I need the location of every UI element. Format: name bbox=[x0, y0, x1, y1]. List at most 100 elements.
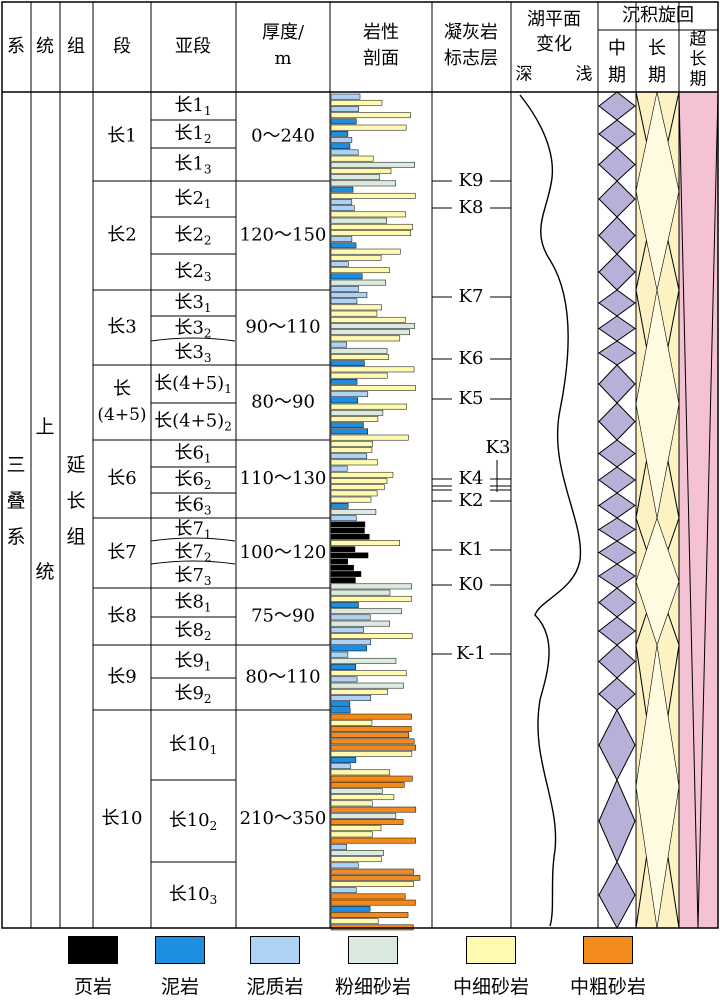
header-super-2: 长 bbox=[690, 50, 707, 70]
header-tuff-2: 标志层 bbox=[444, 48, 498, 69]
lake-level-curve bbox=[519, 94, 582, 927]
legend-label: 页岩 bbox=[73, 976, 112, 998]
mid-cycle-diamond bbox=[598, 147, 636, 182]
lithology-bed bbox=[330, 465, 348, 472]
lithology-bed bbox=[330, 416, 379, 422]
lithology-bed bbox=[330, 354, 389, 360]
mid-cycle-diamond bbox=[598, 492, 636, 519]
header-cycle: 沉积旋回 bbox=[622, 5, 694, 26]
legend-swatch bbox=[583, 936, 633, 964]
legend-label: 中细砂岩 bbox=[452, 976, 529, 998]
system-name-char: 叠 bbox=[6, 490, 25, 512]
lithology-bed bbox=[330, 137, 353, 143]
legend-item: 泥质岩 bbox=[220, 936, 330, 1000]
submember-boundary-wavy bbox=[150, 337, 236, 342]
lithology-bed bbox=[330, 490, 378, 497]
submember-label: 长71 bbox=[174, 519, 211, 542]
lithology-bed bbox=[330, 577, 356, 584]
header-mid-2: 期 bbox=[608, 65, 626, 86]
submember-label: 长81 bbox=[174, 592, 211, 615]
lithology-bed bbox=[330, 447, 373, 453]
lithology-bed bbox=[330, 161, 415, 168]
mid-cycle-diamond bbox=[598, 364, 636, 404]
submember-label: 长63 bbox=[174, 495, 211, 518]
lithology-bed bbox=[330, 552, 369, 559]
lithology-bed bbox=[330, 775, 413, 782]
lithology-bed bbox=[330, 819, 404, 825]
submember-label: 长61 bbox=[174, 443, 211, 466]
lithology-bed bbox=[330, 316, 406, 323]
submember-label: 长91 bbox=[174, 651, 211, 674]
lithology-bed bbox=[330, 112, 411, 119]
lithology-bed bbox=[330, 484, 385, 491]
member-name: 长3 bbox=[107, 317, 136, 338]
tuff-label: K7 bbox=[459, 286, 484, 307]
legend-swatch bbox=[250, 936, 300, 964]
submember-label: 长13 bbox=[174, 154, 211, 177]
legend-label: 粉细砂岩 bbox=[334, 976, 411, 998]
lithology-bed bbox=[330, 230, 412, 236]
legend-item: 中粗砂岩 bbox=[553, 936, 663, 1000]
mid-cycle-diamond bbox=[598, 677, 636, 711]
system-name-char: 系 bbox=[6, 526, 25, 548]
lithology-bed bbox=[330, 298, 358, 305]
lithology-bed bbox=[330, 781, 405, 788]
submember-label: 长33 bbox=[174, 342, 211, 365]
member-name: 长9 bbox=[107, 667, 136, 688]
submember-label: 长92 bbox=[174, 683, 211, 706]
tuff-label: K2 bbox=[459, 490, 484, 511]
lithology-bed bbox=[330, 391, 369, 398]
lithology-bed bbox=[330, 868, 414, 875]
lithology-bed bbox=[330, 242, 357, 249]
lithology-bed bbox=[330, 459, 378, 466]
lithology-bed bbox=[330, 608, 402, 615]
mid-cycle-diamond bbox=[598, 587, 636, 618]
lithology-bed bbox=[330, 199, 353, 205]
header-super: 超 bbox=[690, 30, 707, 50]
lithology-bed bbox=[330, 583, 413, 590]
header-series: 统 bbox=[36, 36, 54, 57]
lithology-bed bbox=[330, 657, 397, 664]
lithology-bed bbox=[330, 738, 415, 745]
tuff-label: K-1 bbox=[456, 643, 486, 664]
header-lake-level: 湖平面 bbox=[527, 9, 581, 30]
tuff-label: K6 bbox=[459, 348, 484, 369]
lithology-bed bbox=[330, 626, 364, 633]
lithology-bed bbox=[330, 843, 347, 850]
lithology-bed bbox=[330, 540, 401, 546]
header-mid: 中 bbox=[608, 38, 626, 59]
lithology-bed bbox=[330, 428, 368, 435]
lithology-bed bbox=[330, 695, 372, 701]
member-thickness: 210～350 bbox=[240, 808, 327, 829]
lithology-bed bbox=[330, 744, 417, 751]
lithology-bed bbox=[330, 422, 364, 429]
mid-cycle-diamond bbox=[598, 644, 636, 679]
lithology-bed bbox=[330, 719, 373, 726]
submember-label: 长11 bbox=[174, 95, 211, 118]
tuff-label: K4 bbox=[459, 468, 484, 489]
lithology-bed bbox=[330, 124, 407, 131]
lithology-bed bbox=[330, 825, 382, 832]
super-cycle-fill bbox=[679, 92, 718, 928]
mid-cycle-diamond bbox=[598, 216, 636, 255]
lithology-bed bbox=[330, 205, 355, 212]
lithology-bed bbox=[330, 633, 413, 639]
lithology-bed bbox=[330, 409, 384, 416]
lithology-bed bbox=[330, 292, 368, 298]
lithology-bed bbox=[330, 515, 357, 522]
lithology-bed bbox=[330, 248, 401, 255]
member-name-2: (4+5) bbox=[97, 405, 146, 425]
lithology-bed bbox=[330, 546, 356, 553]
lithology-bed bbox=[330, 831, 373, 838]
lithology-bed bbox=[330, 670, 407, 677]
lithology-bed bbox=[330, 347, 388, 354]
legend-swatch bbox=[68, 936, 118, 964]
member-name: 长 bbox=[113, 379, 131, 400]
mid-cycle-diamond bbox=[598, 180, 636, 218]
member-thickness: 110～130 bbox=[240, 468, 327, 489]
lithology-bed bbox=[330, 645, 367, 652]
header-member: 段 bbox=[113, 36, 131, 57]
member-thickness: 120～150 bbox=[240, 225, 327, 246]
legend-item: 中细砂岩 bbox=[436, 936, 546, 1000]
lithology-bed bbox=[330, 186, 354, 193]
